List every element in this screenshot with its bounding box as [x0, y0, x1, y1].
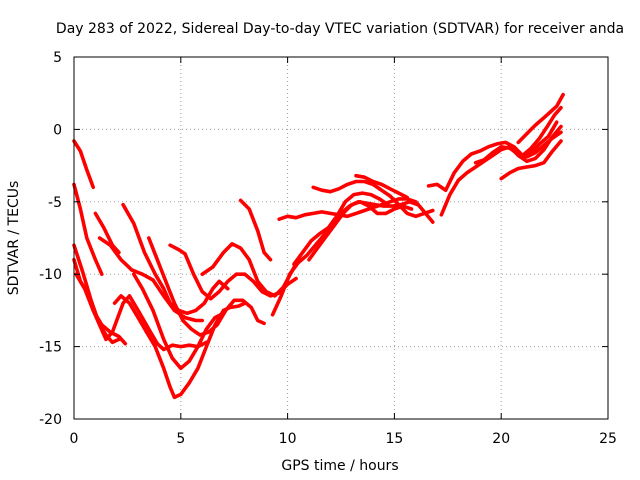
y-tick-label: -10 [39, 267, 62, 283]
y-tick-label: -20 [39, 412, 62, 428]
x-tick-label: 10 [279, 431, 297, 447]
series-line-arc-2 [72, 182, 104, 277]
series-group [72, 92, 565, 400]
series-line-arc-9 [97, 236, 204, 323]
series-line-arc-15 [238, 198, 273, 262]
series-line-arc-12 [147, 236, 266, 337]
series-line-arc-6 [74, 272, 128, 346]
series-line-arc-3 [93, 211, 121, 255]
series-line-arc-20 [307, 200, 414, 262]
chart-title: Day 283 of 2022, Sidereal Day-to-day VTE… [56, 21, 624, 37]
series-line-arc-10 [132, 272, 226, 371]
axis-ticks [73, 56, 609, 420]
series-line-arc-13 [168, 243, 298, 301]
series-line-arc-22 [426, 120, 559, 192]
series-line-arc-26 [516, 92, 565, 145]
x-tick-labels: 0 5 10 15 20 25 [70, 431, 617, 447]
y-tick-labels: 5 0 -5 -10 -15 -20 [39, 50, 62, 428]
x-tick-label: 20 [492, 431, 510, 447]
x-tick-label: 15 [385, 431, 403, 447]
x-axis-label: GPS time / hours [281, 458, 398, 474]
series-line-arc-23 [439, 124, 563, 217]
y-tick-label: -15 [39, 340, 62, 356]
series-line-arc-24 [473, 130, 563, 165]
x-tick-label: 25 [599, 431, 617, 447]
x-tick-label: 5 [176, 431, 185, 447]
y-axis-label: SDTVAR / TECUs [6, 181, 22, 296]
series-line-arc-18 [292, 191, 390, 266]
y-tick-label: 0 [53, 122, 62, 138]
series-line-arc-1 [72, 139, 95, 190]
plot-frame [73, 56, 609, 420]
y-tick-label: 5 [53, 50, 62, 66]
series-line-arc-21 [354, 173, 410, 200]
x-tick-label: 0 [70, 431, 79, 447]
series-line-arc-19 [311, 179, 435, 219]
series-line-arc-25 [499, 139, 563, 181]
series-line-arc-27 [520, 105, 563, 158]
y-tick-label: -5 [48, 195, 62, 211]
grid-lines [74, 57, 608, 419]
